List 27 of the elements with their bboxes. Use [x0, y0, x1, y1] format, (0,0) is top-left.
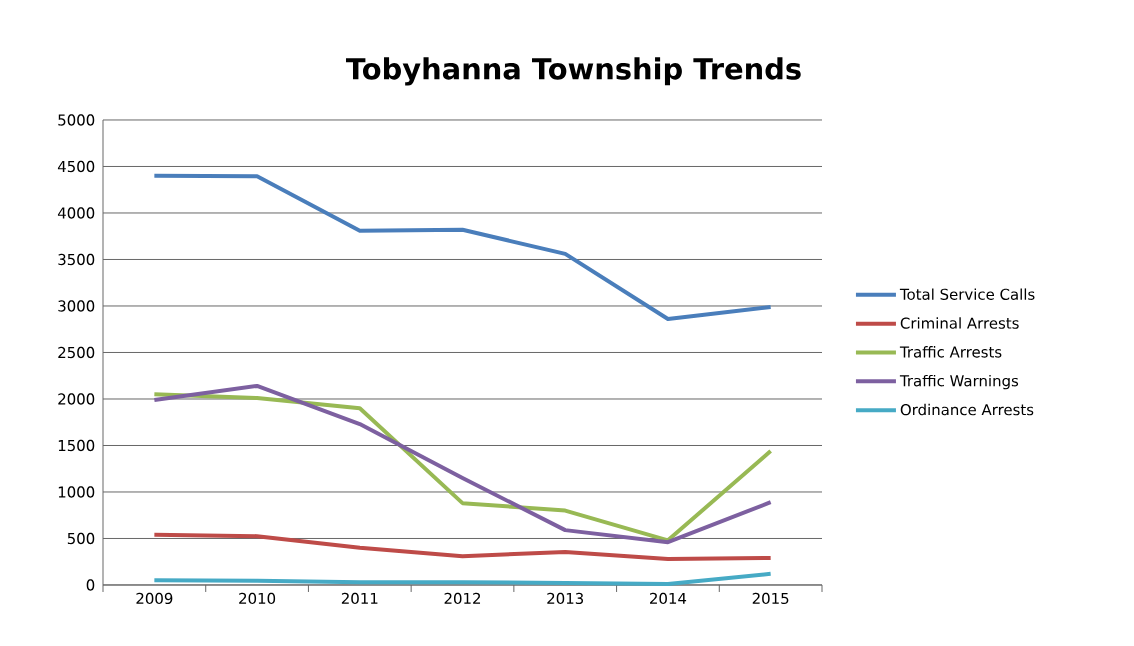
- line-series: [152, 173, 773, 321]
- legend-label: Traffic Warnings: [899, 374, 1019, 390]
- x-tick-label: 2012: [444, 592, 481, 605]
- x-tick-label: 2010: [239, 592, 276, 605]
- y-tick-label: 3000: [58, 300, 95, 312]
- y-tick-label: 1000: [58, 486, 95, 498]
- legend-label: Criminal Arrests: [900, 317, 1019, 329]
- legend-label: Total Service Calls: [899, 288, 1035, 300]
- y-tick-label: 1500: [58, 439, 95, 452]
- x-tick-label: 2009: [136, 592, 173, 605]
- line-series: [152, 571, 773, 587]
- y-tick-label: 5000: [58, 114, 95, 126]
- y-tick-label: 500: [67, 532, 95, 545]
- y-tick-label: 2000: [58, 393, 95, 405]
- legend-label: Traffic Arrests: [899, 346, 1002, 358]
- x-tick-label: 2014: [650, 592, 687, 605]
- y-tick-label: 3500: [58, 253, 95, 266]
- y-tick-label: 4000: [57, 207, 95, 219]
- x-tick-label: 2011: [341, 592, 378, 605]
- legend-label: Ordinance Arrests: [900, 403, 1034, 416]
- x-tick-label: 2015: [752, 592, 789, 605]
- y-tick-label: 4500: [57, 160, 95, 173]
- line-series: [152, 532, 773, 561]
- x-tick-label: 2013: [547, 592, 584, 605]
- chart-title: Tobyhanna Township Trends: [345, 57, 801, 86]
- y-tick-label: 2500: [58, 346, 95, 359]
- y-tick-label: 0: [86, 579, 95, 591]
